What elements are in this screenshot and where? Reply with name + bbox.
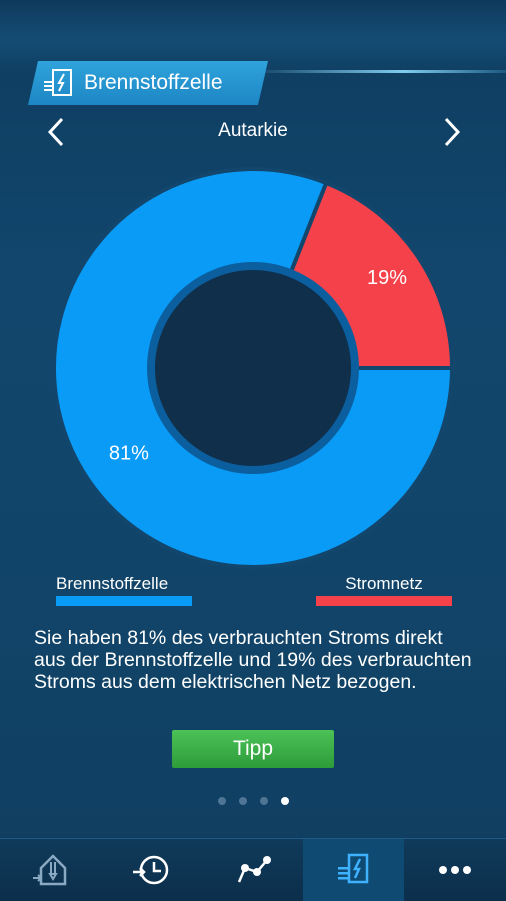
- bottom-navigation: [0, 838, 506, 901]
- graph-nodes-icon: [237, 856, 271, 883]
- page-dot-1[interactable]: [217, 797, 226, 805]
- bottom-nav-history[interactable]: [101, 839, 202, 901]
- autarkie-donut-chart: 81% 19%: [52, 167, 455, 569]
- history-clock-icon: [132, 855, 168, 885]
- page-dot-3[interactable]: [259, 797, 268, 805]
- legend-label-stromnetz: Stromnetz: [345, 574, 423, 593]
- bottom-nav-fuel-cell[interactable]: [303, 839, 404, 901]
- bottom-nav-home[interactable]: [0, 839, 101, 901]
- fuel-cell-icon: [337, 853, 368, 884]
- chevron-left-icon[interactable]: [42, 116, 72, 148]
- status-header-band: [0, 0, 506, 72]
- section-tab: Brennstoffzelle: [28, 61, 268, 105]
- donut-hole: [155, 270, 351, 466]
- section-title: Brennstoffzelle: [84, 71, 223, 94]
- page-dot-2[interactable]: [238, 797, 247, 805]
- house-energy-icon: [32, 854, 66, 886]
- donut-label-brennstoffzelle: 81%: [109, 442, 149, 464]
- fuel-cell-icon: [40, 65, 76, 101]
- page-dot-4[interactable]: [280, 797, 289, 805]
- chart-title: Autarkie: [218, 120, 288, 141]
- more-dots-icon: [438, 866, 471, 874]
- legend-label-brennstoffzelle: Brennstoffzelle: [56, 574, 169, 593]
- autarkie-description: Sie haben 81% des verbrauchten Stroms di…: [34, 627, 472, 693]
- legend-swatch-stromnetz: [316, 596, 452, 606]
- header-glow-line: [250, 70, 506, 73]
- chart-navigation: Autarkie: [0, 110, 506, 154]
- legend-swatch-brennstoffzelle: [56, 596, 192, 606]
- donut-label-stromnetz: 19%: [367, 267, 407, 289]
- bottom-nav-more[interactable]: [404, 839, 505, 901]
- tipp-button[interactable]: Tipp: [172, 730, 334, 768]
- chevron-right-icon[interactable]: [436, 116, 466, 148]
- bottom-nav-graph[interactable]: [202, 839, 303, 901]
- page-indicator: [0, 797, 506, 805]
